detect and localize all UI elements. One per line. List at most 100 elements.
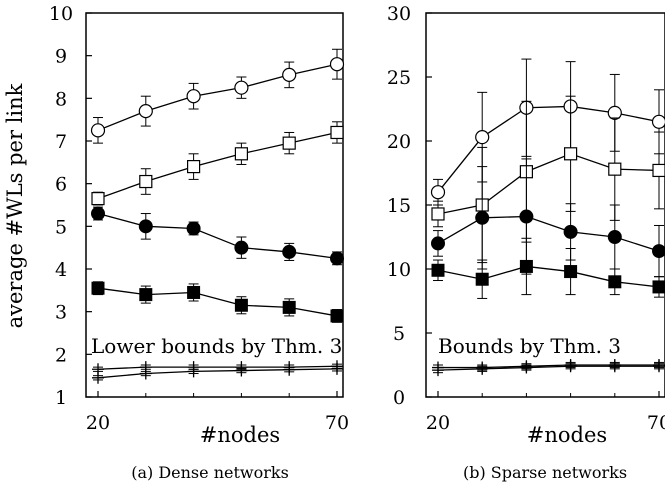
data-point [282, 300, 296, 314]
data-point [431, 236, 445, 251]
panel-dense: #nodes (a) Dense networks Lower bounds b… [49, 3, 349, 482]
y-tick-label: 2 [55, 344, 67, 366]
data-point [476, 362, 489, 375]
series-line [97, 287, 338, 317]
x-tick-label: 20 [426, 412, 450, 434]
series-line [97, 212, 338, 259]
y-tick-label: 9 [55, 46, 67, 68]
series-0 [90, 48, 345, 144]
data-point [283, 363, 296, 376]
series-4 [92, 360, 343, 376]
series-5 [432, 360, 665, 377]
data-point [652, 163, 665, 178]
data-point [330, 125, 344, 140]
data-point [187, 160, 201, 174]
y-tick-label: 7 [55, 131, 67, 153]
plot-frame [85, 12, 344, 398]
y-tick-label: 1 [55, 387, 67, 409]
y-tick-label: 15 [387, 195, 411, 217]
data-point [653, 360, 665, 373]
caption: (b) Sparse networks [463, 463, 627, 482]
y-axis-label: average #WLs per link [3, 83, 27, 328]
series-line [437, 265, 660, 288]
y-tick-label: 4 [55, 259, 67, 281]
data-point [234, 298, 248, 312]
series-line [97, 131, 338, 200]
data-point [330, 309, 344, 323]
panel-sparse: #nodes (b) Sparse networks Bounds by Thm… [387, 3, 665, 482]
data-point [475, 130, 490, 145]
data-point [330, 251, 344, 266]
y-tick-label: 5 [393, 323, 405, 345]
data-point [235, 364, 248, 377]
y-tick-label: 20 [387, 131, 411, 153]
data-point [475, 210, 490, 225]
y-tick-label: 5 [55, 216, 67, 238]
data-point [652, 244, 665, 259]
y-tick-label: 25 [387, 67, 411, 89]
series-line [438, 364, 659, 369]
y-tick-label: 30 [387, 3, 411, 25]
series-5 [92, 362, 343, 384]
series-3 [91, 281, 344, 323]
data-point [186, 221, 201, 236]
y-tick-label: 10 [49, 3, 73, 25]
series-3 [431, 237, 665, 299]
x-tick-label: 70 [647, 412, 665, 434]
data-point [92, 371, 104, 384]
series-line [437, 215, 660, 252]
series-2 [91, 206, 344, 266]
data-point [329, 57, 345, 72]
data-point [563, 147, 578, 161]
series-line [437, 105, 660, 193]
data-point [520, 361, 533, 374]
data-point [651, 114, 665, 129]
data-point [234, 147, 248, 161]
data-point [519, 259, 533, 273]
series-line [97, 365, 338, 370]
data-point [564, 265, 578, 279]
data-point [608, 275, 622, 289]
data-point [652, 280, 665, 294]
series-line [97, 368, 338, 379]
caption: (a) Dense networks [131, 463, 289, 482]
data-point [564, 360, 577, 373]
series-line [437, 365, 659, 371]
data-point [608, 162, 622, 176]
series-line [97, 63, 338, 131]
data-point [139, 367, 152, 380]
data-point [91, 281, 105, 295]
x-tick-label: 70 [325, 412, 349, 434]
y-tick-label: 0 [393, 387, 405, 409]
data-point [187, 285, 201, 299]
data-point [282, 67, 297, 82]
data-point [563, 224, 578, 239]
data-point [234, 80, 249, 95]
x-axis-label: #nodes [527, 423, 607, 447]
y-tick-label: 8 [55, 88, 67, 110]
y-tick-label: 3 [55, 302, 67, 324]
y-tick-label: 10 [387, 259, 411, 281]
data-point [607, 230, 622, 244]
data-point [282, 136, 296, 150]
data-point [90, 123, 106, 138]
data-point [91, 206, 105, 221]
data-point [431, 263, 445, 277]
annotation: Lower bounds by Thm. 3 [91, 334, 342, 358]
series-line [437, 153, 660, 215]
data-point [138, 104, 153, 119]
data-point [138, 219, 153, 234]
series-1 [431, 95, 665, 264]
data-point [186, 89, 201, 104]
data-point [91, 192, 105, 206]
data-point [139, 288, 153, 302]
data-point [519, 209, 534, 224]
data-point [475, 272, 489, 286]
data-point [282, 244, 297, 259]
series-2 [431, 158, 665, 278]
data-point [608, 360, 621, 373]
y-tick-label: 6 [55, 174, 67, 196]
data-point [187, 365, 200, 378]
annotation: Bounds by Thm. 3 [438, 334, 621, 358]
series-0 [430, 58, 665, 206]
